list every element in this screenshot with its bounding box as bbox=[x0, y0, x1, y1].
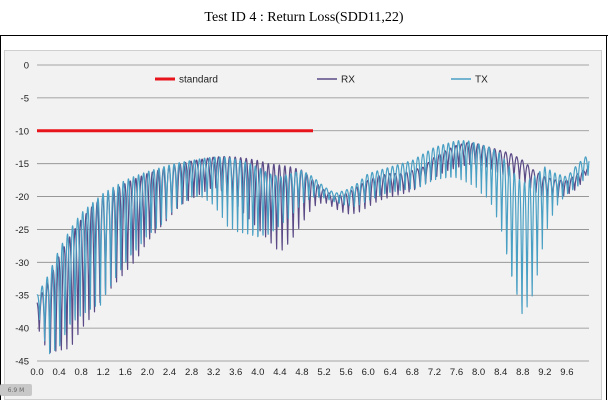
y-tick-label: -45 bbox=[15, 357, 29, 368]
frame-right-border bbox=[606, 36, 607, 400]
axis-labels: 0 -5 -10 -15 -20 -25 -30 -35 -40 -450.0 0.4 0.8 1.2 1… bbox=[15, 61, 573, 379]
y-tick-label: -15 bbox=[15, 159, 29, 170]
x-tick-label: 7.2 bbox=[428, 367, 441, 378]
x-tick-label: 1.6 bbox=[119, 367, 132, 378]
y-tick-label: -35 bbox=[15, 291, 29, 302]
x-tick-label: 4.8 bbox=[295, 367, 308, 378]
image-size-watermark: 6.9 M bbox=[0, 384, 32, 396]
y-tick-label: 0 bbox=[24, 61, 29, 72]
x-tick-label: 6.4 bbox=[384, 367, 397, 378]
x-tick-label: 6.0 bbox=[362, 367, 375, 378]
series-lines bbox=[36, 129, 590, 355]
return-loss-chart: 0 -5 -10 -15 -20 -25 -30 -35 -40 -450.0 0.4 0.8 1.2 1… bbox=[15, 61, 590, 379]
x-tick-label: 3.2 bbox=[207, 367, 220, 378]
y-tick-label: -5 bbox=[21, 93, 29, 104]
legend-label: TX bbox=[475, 75, 488, 86]
legend-label: RX bbox=[341, 75, 355, 86]
chart-area: 0 -5 -10 -15 -20 -25 -30 -35 -40 -45 0.0 0.4 0.8 1.2 1… bbox=[4, 50, 602, 400]
x-tick-label: 2.0 bbox=[141, 367, 154, 378]
y-tick-label: -25 bbox=[15, 225, 29, 236]
x-tick-label: 6.8 bbox=[406, 367, 419, 378]
y-tick-label: -10 bbox=[15, 126, 29, 137]
x-tick-label: 0.8 bbox=[75, 367, 88, 378]
legend-label: standard bbox=[179, 75, 218, 86]
x-tick-label: 9.2 bbox=[538, 367, 551, 378]
x-tick-label: 0.0 bbox=[30, 367, 43, 378]
x-tick-label: 4.4 bbox=[273, 367, 286, 378]
x-tick-label: 8.0 bbox=[472, 367, 485, 378]
y-tick-label: -30 bbox=[15, 258, 29, 269]
legend: standard RX TX bbox=[155, 75, 488, 86]
series-line-tx bbox=[36, 140, 590, 355]
x-tick-label: 5.2 bbox=[317, 367, 330, 378]
x-tick-label: 5.6 bbox=[340, 367, 353, 378]
x-tick-label: 4.0 bbox=[251, 367, 264, 378]
x-tick-label: 7.6 bbox=[450, 367, 463, 378]
y-tick-label: -40 bbox=[15, 324, 29, 335]
x-tick-label: 3.6 bbox=[229, 367, 242, 378]
x-tick-label: 9.6 bbox=[560, 367, 573, 378]
x-tick-label: 0.4 bbox=[52, 367, 65, 378]
x-tick-label: 2.4 bbox=[163, 367, 176, 378]
x-tick-label: 2.8 bbox=[185, 367, 198, 378]
y-tick-label: -20 bbox=[15, 192, 29, 203]
x-tick-label: 8.4 bbox=[494, 367, 507, 378]
x-tick-label: 1.2 bbox=[97, 367, 110, 378]
frame-left-border bbox=[0, 36, 1, 400]
chart-title: Test ID 4 : Return Loss(SDD11,22) bbox=[0, 0, 608, 36]
x-tick-label: 8.8 bbox=[516, 367, 529, 378]
